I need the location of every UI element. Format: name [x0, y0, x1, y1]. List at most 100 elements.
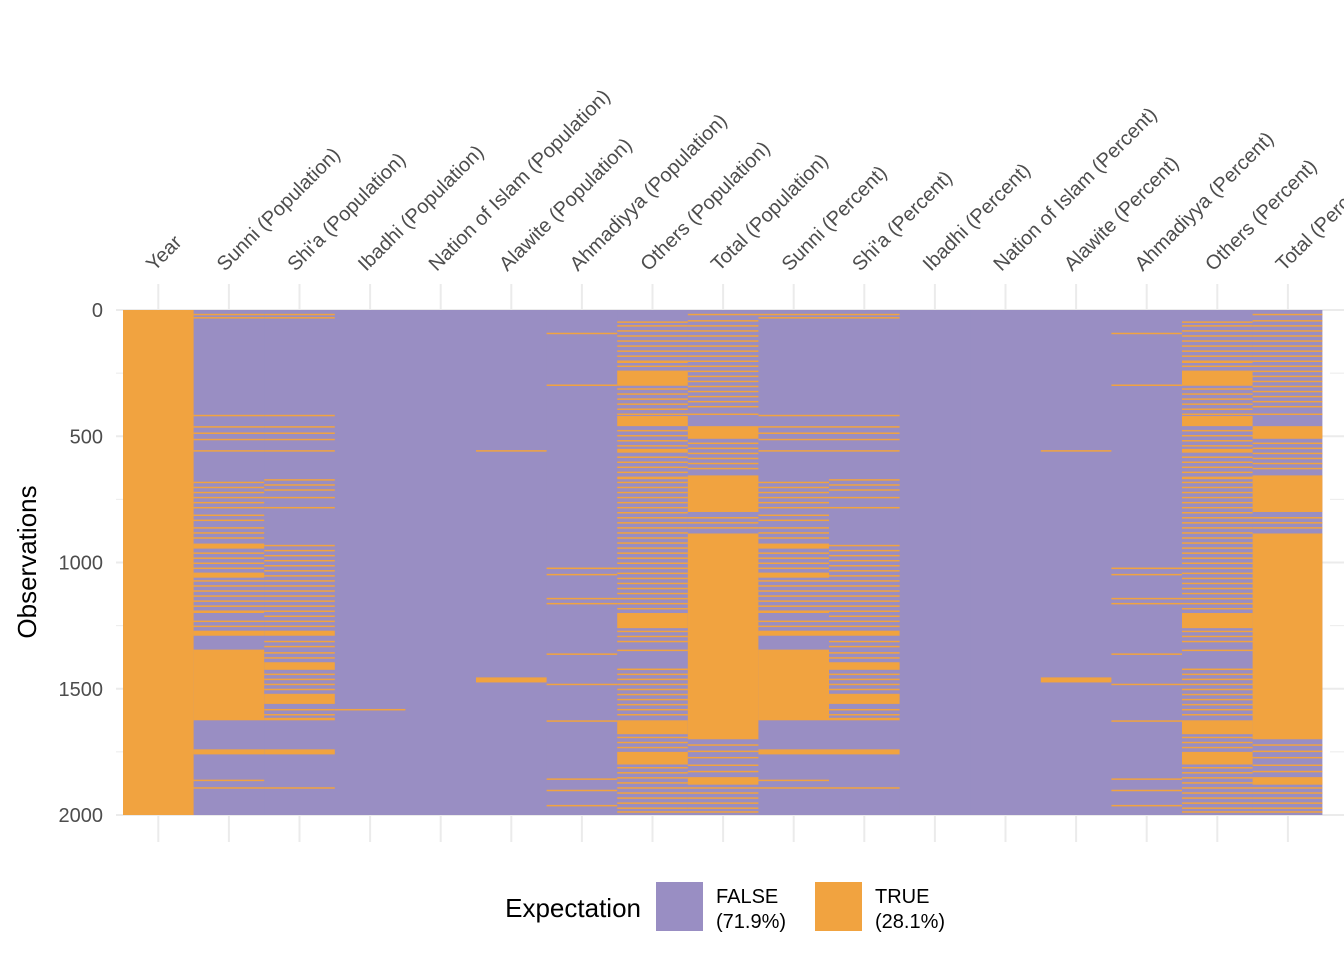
- cell-true-8-22: [617, 445, 689, 447]
- cell-true-9-12: [687, 370, 759, 373]
- cell-true-3-25: [264, 605, 336, 607]
- x-tick-label: Alawite (Population): [495, 134, 636, 275]
- cell-true-8-6: [617, 345, 689, 347]
- cell-true-17-37: [1252, 770, 1323, 773]
- cell-true-2-13: [193, 506, 265, 509]
- cell-true-3-31: [264, 640, 336, 643]
- cell-true-10-33: [758, 625, 830, 628]
- cell-false-3: [264, 310, 336, 815]
- cell-true-4-1: [334, 708, 406, 711]
- cell-true-9-25: [687, 457, 759, 460]
- cell-true-16-48: [1182, 577, 1253, 580]
- cell-true-2-33: [193, 625, 265, 628]
- legend-swatch-false: [656, 882, 703, 931]
- cell-true-11-42: [829, 714, 900, 716]
- cell-true-7-6: [546, 602, 618, 605]
- cell-true-15-2: [1111, 384, 1183, 386]
- cell-true-16-15: [1182, 403, 1253, 405]
- cell-true-3-16: [264, 559, 336, 562]
- cell-true-16-71: [1182, 736, 1253, 739]
- cell-true-8-23: [617, 448, 689, 453]
- cell-true-3-36: [264, 673, 336, 676]
- cell-true-8-52: [617, 597, 689, 600]
- cell-true-11-31: [829, 640, 900, 643]
- cell-true-10-2: [758, 317, 830, 319]
- cell-true-8-54: [617, 607, 689, 610]
- cell-true-15-3: [1111, 567, 1183, 570]
- cell-true-2-4: [193, 426, 265, 428]
- cell-true-17-23: [1252, 447, 1323, 450]
- cell-true-9-31: [687, 527, 759, 529]
- cell-true-10-30: [758, 605, 830, 607]
- cell-false-7: [546, 310, 618, 815]
- cell-true-11-35: [829, 662, 900, 670]
- cell-true-2-25: [193, 580, 265, 582]
- cell-true-17-30: [1252, 522, 1323, 524]
- cell-true-11-17: [829, 565, 900, 567]
- cell-true-2-35: [193, 649, 265, 721]
- cell-true-9-15: [687, 385, 759, 388]
- cell-true-10-17: [758, 532, 830, 534]
- cell-true-3-41: [264, 708, 336, 711]
- cell-true-16-43: [1182, 552, 1253, 554]
- cell-true-8-33: [617, 501, 689, 504]
- cell-true-3-40: [264, 693, 336, 704]
- cell-true-9-28: [687, 475, 759, 512]
- cell-true-11-10: [829, 489, 900, 491]
- cell-true-16-60: [1182, 668, 1253, 671]
- cell-true-15-12: [1111, 804, 1183, 807]
- cell-true-17-12: [1252, 370, 1323, 373]
- cell-true-8-15: [617, 403, 689, 405]
- cell-true-3-3: [264, 414, 336, 417]
- cell-true-16-9: [1182, 360, 1253, 364]
- cell-true-9-35: [687, 756, 759, 759]
- cell-true-3-39: [264, 688, 336, 691]
- cell-true-8-28: [617, 476, 689, 480]
- cell-true-8-27: [617, 471, 689, 474]
- cell-true-11-4: [829, 426, 900, 428]
- cell-true-2-26: [193, 585, 265, 587]
- cell-true-11-23: [829, 595, 900, 597]
- cell-true-17-35: [1252, 756, 1323, 759]
- cell-true-9-37: [687, 770, 759, 773]
- cell-true-10-32: [758, 620, 830, 623]
- cell-true-8-32: [617, 496, 689, 499]
- cell-true-8-34: [617, 506, 689, 509]
- cell-true-10-35: [758, 649, 830, 721]
- cell-true-10-24: [758, 572, 830, 578]
- cell-true-2-28: [193, 595, 265, 597]
- cell-true-8-35: [617, 512, 689, 514]
- cell-true-3-8: [264, 479, 336, 481]
- cell-true-16-80: [1182, 792, 1253, 794]
- cell-true-8-57: [617, 635, 689, 638]
- cell-true-2-20: [193, 552, 265, 554]
- cell-true-10-31: [758, 610, 830, 613]
- cell-true-8-21: [617, 440, 689, 442]
- cell-true-16-8: [1182, 355, 1253, 357]
- cell-true-16-82: [1182, 802, 1253, 804]
- cell-true-16-34: [1182, 506, 1253, 509]
- cell-true-3-45: [264, 787, 336, 789]
- cell-true-8-75: [617, 767, 689, 769]
- cell-true-8-84: [617, 811, 689, 813]
- cell-true-8-17: [617, 413, 689, 416]
- cell-true-8-39: [617, 532, 689, 534]
- cell-true-8-37: [617, 522, 689, 524]
- cell-true-17-19: [1252, 405, 1323, 408]
- cell-true-3-43: [264, 717, 336, 721]
- cell-true-8-70: [617, 720, 689, 735]
- cell-true-3-30: [264, 630, 336, 636]
- cell-true-16-16: [1182, 408, 1253, 410]
- cell-true-17-39: [1252, 787, 1323, 789]
- cell-true-8-12: [617, 388, 689, 390]
- cell-true-15-10: [1111, 778, 1183, 780]
- cell-true-10-36: [758, 749, 830, 755]
- cell-true-2-38: [193, 787, 265, 789]
- cell-true-9-43: [687, 807, 759, 809]
- cell-true-16-1: [1182, 321, 1253, 323]
- cell-true-9-39: [687, 787, 759, 789]
- cell-true-16-49: [1182, 582, 1253, 585]
- cell-true-16-69: [1182, 714, 1253, 716]
- cell-true-8-55: [617, 613, 689, 629]
